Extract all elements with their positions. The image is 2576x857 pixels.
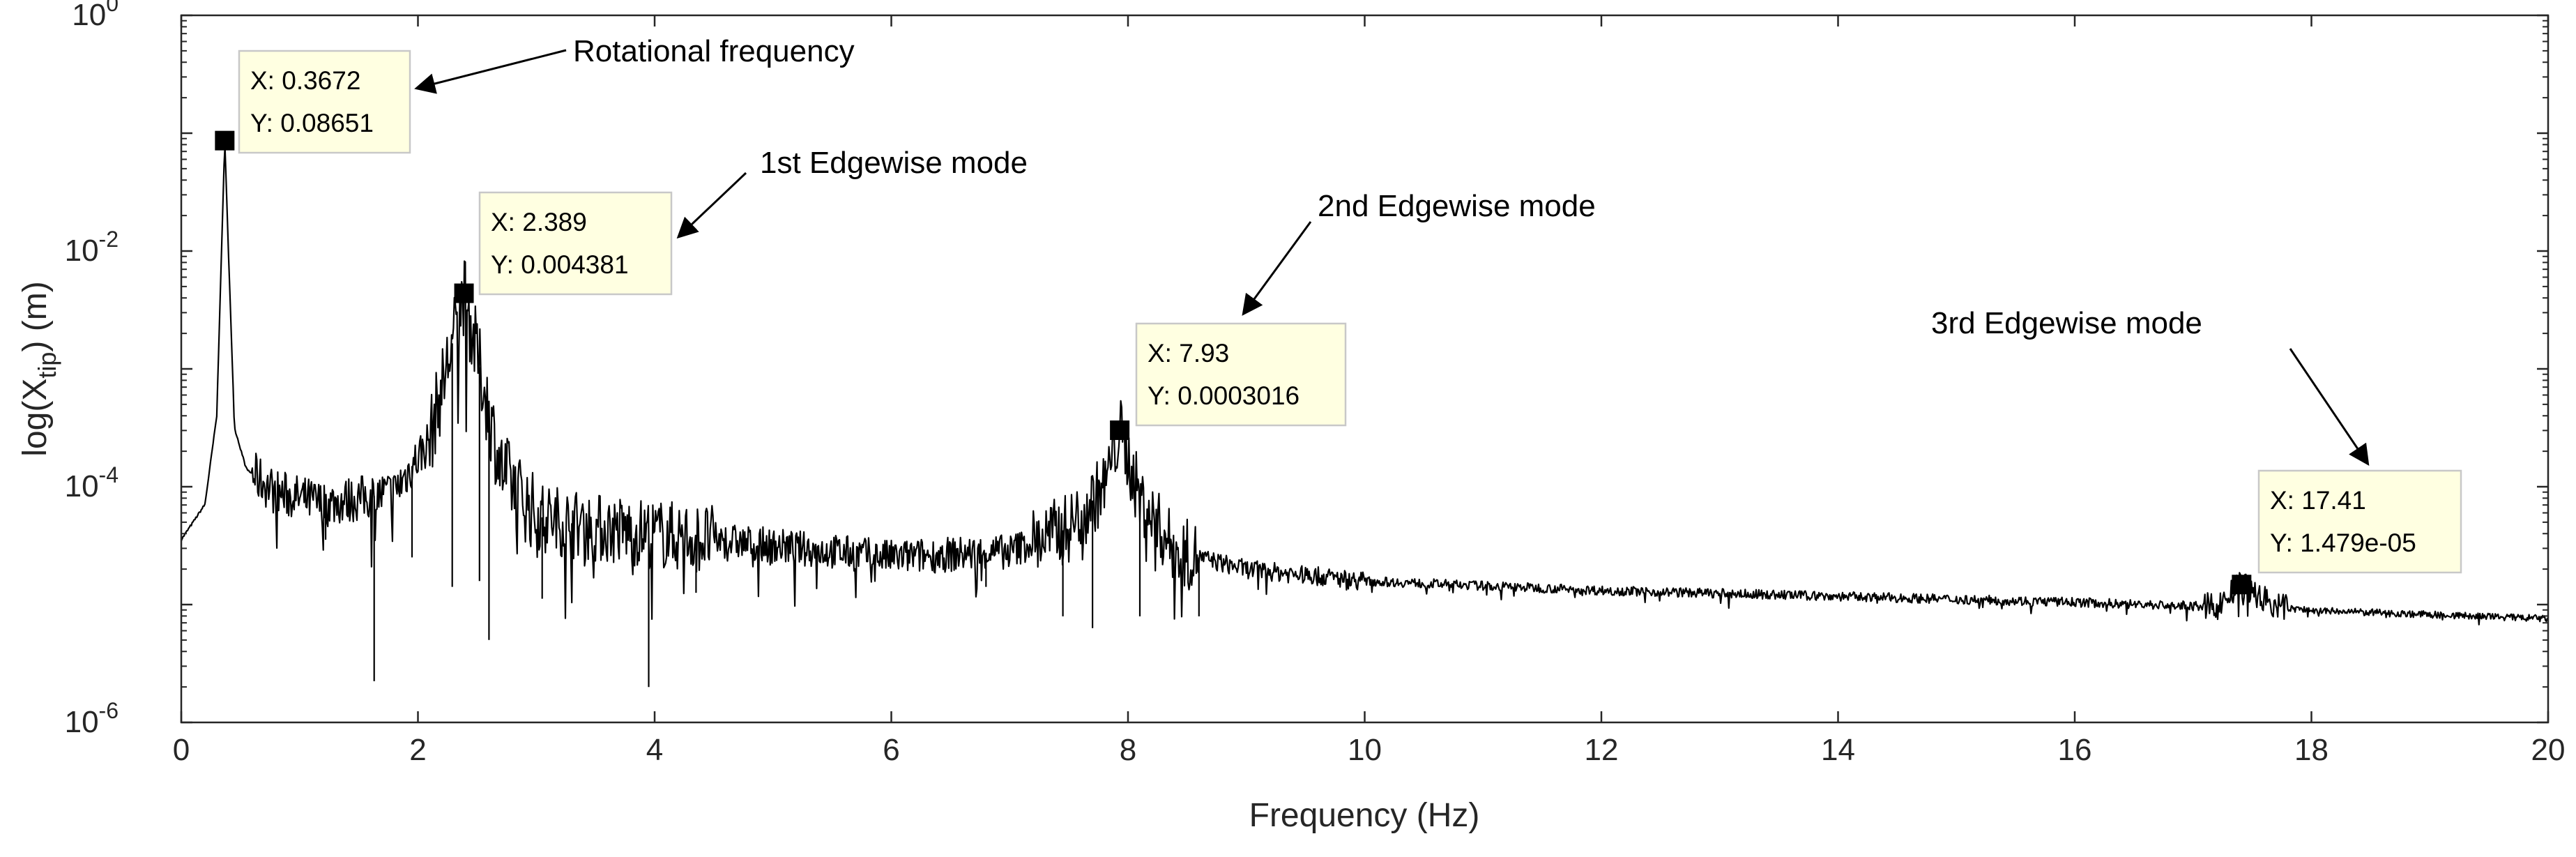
y-axis-title-suffix: ) (m) [17,281,54,351]
y-tick-label-exponent: -6 [99,698,119,723]
x-tick-label: 8 [1120,733,1136,767]
annotation-layer: Rotational frequency 1st Edgewise mode 2nd… [414,34,2370,466]
y-tick-label: 10-2 [65,227,119,268]
y-tick-label: 100 [72,0,119,32]
y-axis-title: log(Xtip) (m) [17,281,61,456]
y-tick-label: 10-6 [65,698,119,739]
datatip-box [2257,469,2462,574]
x-tick-label: 18 [2294,733,2329,767]
data-marker [2232,575,2252,595]
data-marker [215,130,235,151]
x-tick-label: 12 [1585,733,1619,767]
datatip-y-text: Y: 0.08651 [250,109,374,137]
x-tick-label: 16 [2058,733,2092,767]
annotation-arrow [676,172,747,239]
annotation-arrow [2289,348,2370,466]
series-layer [181,146,2548,688]
y-tick-label-exponent: -4 [99,462,119,487]
datatip-x-text: X: 17.41 [2270,486,2366,515]
y-tick-label-base: 10 [72,0,106,32]
annotation-label: 3rd Edgewise mode [1931,306,2202,340]
annotation-arrow [414,49,567,94]
y-tick-label: 10-4 [65,462,119,503]
annotation-label: Rotational frequency [573,34,855,68]
datatip-x-text: X: 7.93 [1148,339,1229,367]
x-axis-title: Frequency (Hz) [1249,797,1480,834]
datatip-y-text: Y: 0.004381 [491,250,629,279]
x-tick-label: 20 [2531,733,2566,767]
datatip-x-text: X: 0.3672 [250,66,360,95]
x-tick-label: 4 [646,733,663,767]
y-tick-label-base: 10 [65,234,99,268]
datatip-box [1135,322,1347,427]
datatip-x-text: X: 2.389 [491,208,587,236]
x-tick-label: 2 [409,733,426,767]
x-tick-label: 14 [1821,733,1855,767]
datatip-box [238,50,411,154]
x-axis: 0 2 4 6 8 10 12 14 16 18 20 [173,15,2566,767]
datatip-box [478,191,673,296]
y-tick-label-base: 10 [65,705,99,739]
annotation-label: 2nd Edgewise mode [1318,189,1596,223]
y-axis-title-prefix: log(X [17,379,54,457]
datatip-y-text: Y: 0.0003016 [1148,381,1300,410]
datatip-y-text: Y: 1.479e-05 [2270,529,2416,557]
plot-area [181,15,2548,722]
annotation-arrow [1242,221,1312,316]
y-tick-label-exponent: -2 [99,227,119,252]
y-tick-label-base: 10 [65,469,99,503]
y-axis-title-subscript: tip [33,352,61,379]
x-tick-label: 10 [1348,733,1382,767]
spectrum-line [181,146,2548,688]
data-marker [1110,420,1130,440]
annotation-label: 1st Edgewise mode [760,146,1028,180]
x-tick-label: 0 [173,733,190,767]
data-marker [454,283,474,303]
marker-layer: X: 0.3672 Y: 0.08651 X: 2.389 Y: 0.004381 X:… [215,50,2462,595]
y-tick-label-exponent: 0 [106,0,119,16]
x-tick-label: 6 [883,733,899,767]
